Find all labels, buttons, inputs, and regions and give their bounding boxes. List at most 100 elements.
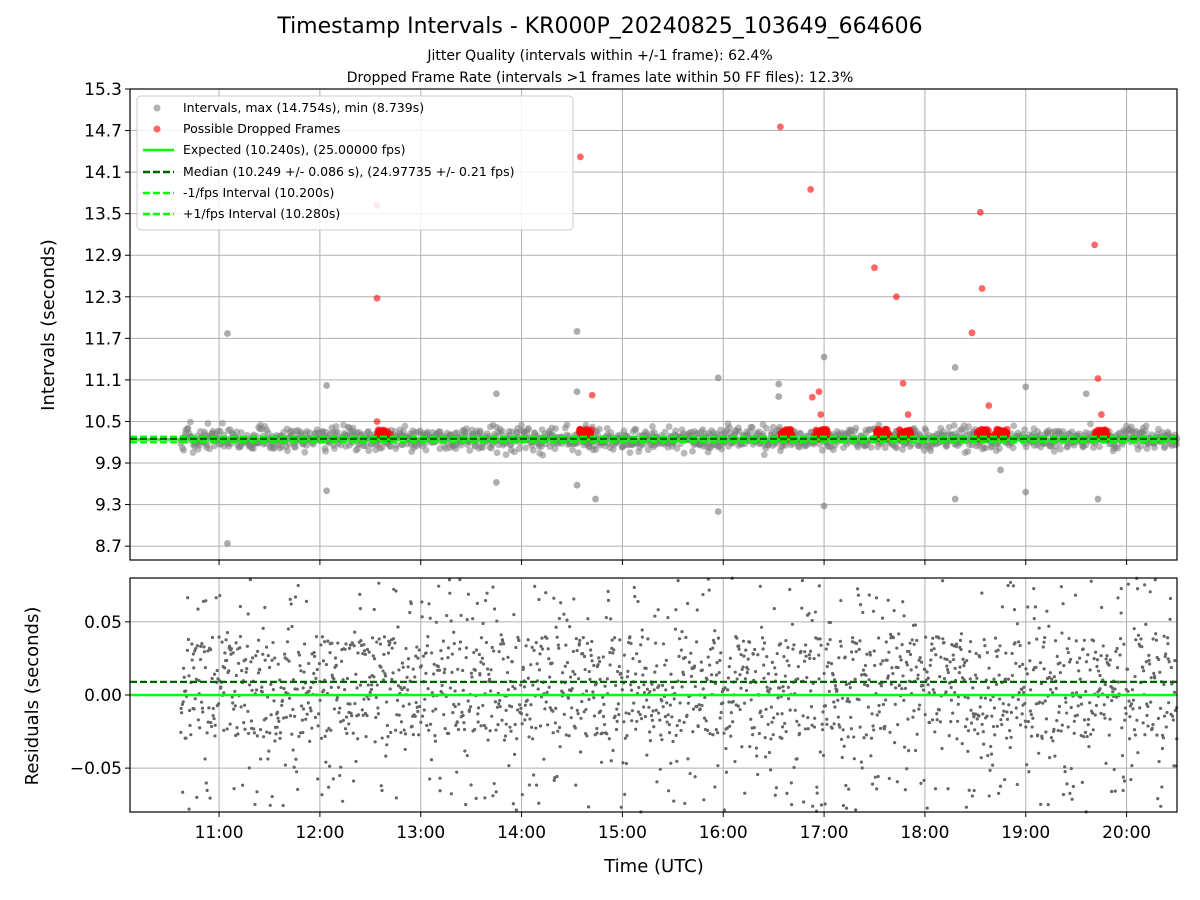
residual-point [234,641,238,645]
residual-point [716,764,720,768]
residual-point [765,655,769,659]
residual-point [319,736,324,740]
residual-point [921,683,925,687]
residual-point [992,706,997,710]
residual-point [899,658,903,662]
residual-point [767,750,772,755]
residual-point [291,748,295,752]
x-tick-label: 14:00 [497,823,546,843]
residual-point [904,660,909,664]
residual-point [1026,605,1030,609]
residual-point [667,789,671,793]
residual-point [989,752,994,756]
residual-point [537,597,541,602]
residual-point [420,600,424,604]
residual-point [1173,708,1178,712]
residual-point [756,653,760,657]
residual-point [680,630,684,634]
dropped-frame-point [892,293,900,301]
residual-point [694,640,699,644]
residual-point [396,684,401,688]
residual-point [945,664,949,668]
residual-point [410,724,414,728]
residual-point [308,706,312,710]
residual-point [995,724,999,728]
residual-point [1018,643,1022,648]
residual-point [487,677,492,681]
residual-point [589,648,593,652]
residual-point [917,658,921,662]
residual-point [1165,636,1170,640]
dropped-frame-point [978,285,986,292]
residual-point [1094,703,1099,708]
residual-point [752,725,756,730]
legend-label-minus-fps: -1/fps Interval (10.200s) [183,185,334,200]
residual-point [907,749,911,753]
residual-point [1079,695,1083,699]
residual-point [825,717,829,721]
residual-point [424,651,428,655]
residual-point [648,730,652,734]
residual-point [640,628,644,632]
interval-outlier-point [714,374,722,382]
residual-point [287,696,292,700]
residual-point [888,730,892,734]
residual-point [358,607,362,611]
residual-point [1166,657,1170,661]
residual-point [469,671,474,675]
residual-point [973,712,978,716]
residual-point [301,707,306,711]
residual-point [271,688,275,692]
residual-point [448,686,453,690]
residual-point [238,634,243,639]
residual-point [602,702,606,706]
residual-point [966,696,970,700]
residual-point [516,635,520,639]
residual-point [497,702,501,706]
residual-point [689,651,693,655]
residual-point [1008,728,1012,733]
residual-point [711,733,715,737]
residual-point [741,665,745,669]
residual-point [851,657,855,662]
residual-point [521,665,525,669]
residual-point [342,688,347,692]
x-tick-label: 13:00 [396,823,445,843]
residual-point [987,666,991,670]
residual-point [318,698,322,702]
residual-point [463,749,467,753]
residual-point [1037,626,1041,630]
residual-point [1147,653,1151,657]
residual-point [592,696,596,700]
x-tick-label: 18:00 [900,823,949,843]
residual-point [830,726,834,730]
residual-point [1151,723,1155,727]
residual-point [878,726,883,731]
residual-point [513,722,517,727]
residual-point [746,657,750,661]
residual-point [761,647,765,651]
residual-point [272,699,276,703]
residual-point [832,722,836,726]
top-y-tick-label: 15.3 [84,80,122,100]
residual-point [532,648,536,652]
residual-point [405,675,409,679]
residual-point [428,777,432,781]
residual-point [618,638,622,642]
residual-point [689,674,694,678]
residual-point [738,707,742,712]
residual-point [339,765,343,769]
residual-point [1156,716,1161,720]
residual-point [389,730,393,735]
residual-point [1128,715,1132,719]
interval-point [551,445,559,452]
residual-point [232,707,236,711]
residual-point [555,774,559,779]
residual-point [807,653,811,657]
residual-point [924,635,928,639]
residual-point [584,689,589,693]
residual-point [379,665,383,669]
residual-point [685,601,690,606]
residual-point [714,673,719,677]
residual-point [498,704,502,709]
